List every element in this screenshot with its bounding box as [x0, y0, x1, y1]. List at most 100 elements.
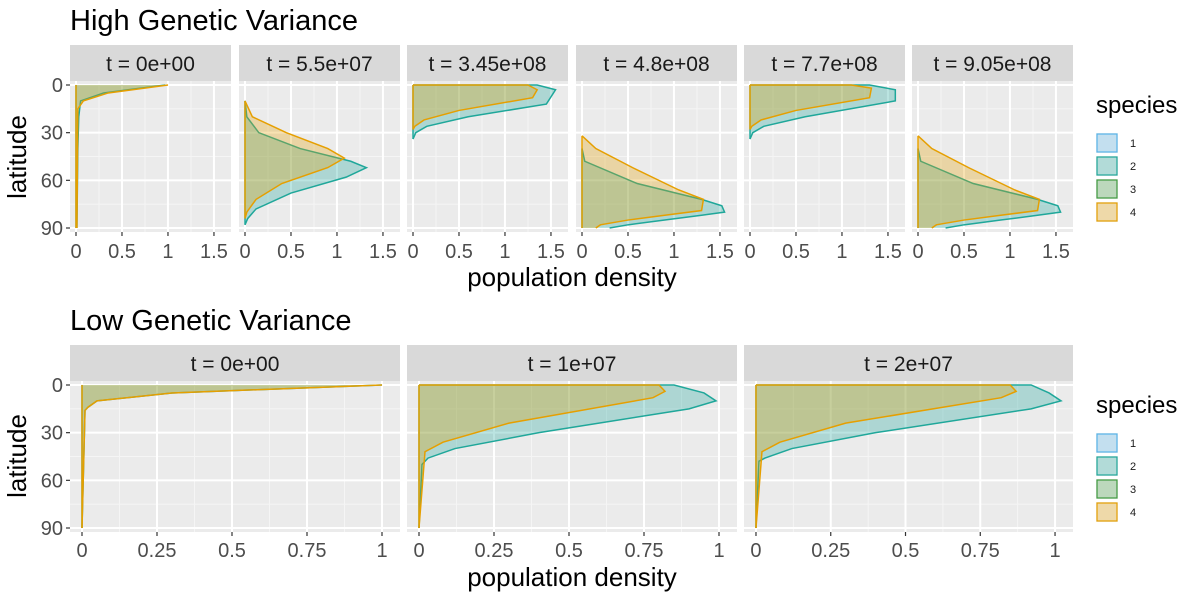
facet-panel: t = 3.45e+08 0 0.5 1 1.5 [407, 45, 568, 263]
density-area-species-2 [918, 148, 1061, 228]
x-tick-label: 0.25 [811, 540, 850, 562]
legend-label: 3 [1130, 484, 1136, 496]
x-tick-label: 0 [576, 241, 587, 263]
legend-label: 4 [1130, 507, 1136, 519]
legend-label: 4 [1130, 207, 1136, 219]
x-tick-label: 1.5 [706, 241, 734, 263]
legend-key-bg [1096, 479, 1118, 499]
facet-panel: t = 5.5e+07 0 0.5 1 1.5 [239, 45, 400, 263]
x-tick-label: 1.5 [1042, 241, 1070, 263]
x-tick-label: 1 [713, 540, 724, 562]
density-area-species-4 [582, 135, 704, 228]
legend-key-species-1 [1096, 133, 1118, 153]
x-tick-label: 0 [744, 241, 755, 263]
density-line-species-4 [418, 384, 667, 529]
legend-high: species 1 2 3 4 [1096, 92, 1177, 222]
facet-panel: t = 9.05e+08 0 0.5 1 1.5 [912, 45, 1073, 263]
density-line-species-2 [412, 84, 557, 140]
x-tick-label: 0 [407, 241, 418, 263]
density-area-species-4 [76, 85, 168, 228]
x-tick-label: 1.5 [200, 241, 228, 263]
facet-strip [407, 45, 568, 81]
chart-title-high: High Genetic Variance [70, 5, 358, 37]
legend-key-bg [1096, 202, 1118, 222]
x-tick-label: 0.5 [277, 241, 305, 263]
legend-label: 2 [1130, 161, 1136, 173]
legend-key-species-4 [1096, 502, 1118, 522]
facet-strip-label: t = 9.05e+08 [934, 53, 1052, 76]
x-tick-label: 1 [376, 540, 387, 562]
facet-panel: t = 0e+00 0 0.25 0.5 0.75 1 [70, 345, 400, 562]
density-line-species-2 [917, 148, 1062, 229]
x-tick-label: 1 [836, 241, 847, 263]
facet-panel: t = 2e+07 0 0.25 0.5 0.75 1 [744, 345, 1073, 562]
x-tick-label: 1 [499, 241, 510, 263]
x-tick-label: 0 [76, 540, 87, 562]
facet-strip-label: t = 4.8e+08 [603, 53, 709, 76]
y-tick-label: 60 [41, 170, 63, 192]
facet-panel: t = 1e+07 0 0.25 0.5 0.75 1 [407, 345, 737, 562]
facet-strip [407, 345, 737, 381]
x-tick-label: 0 [750, 540, 761, 562]
density-area-species-2 [245, 100, 367, 225]
legend-label: 1 [1130, 138, 1136, 150]
density-area-species-4 [918, 135, 1040, 228]
x-tick-label: 1 [1049, 540, 1060, 562]
legend-title: species [1096, 92, 1177, 119]
x-tick-label: 0.25 [138, 540, 177, 562]
density-line-species-4 [81, 384, 383, 529]
x-tick-label: 1.5 [537, 241, 565, 263]
density-line-species-2 [749, 84, 897, 140]
facet-strip-label: t = 2e+07 [864, 353, 953, 376]
facet-strip-label: t = 5.5e+07 [266, 53, 372, 76]
x-tick-label: 0.75 [961, 540, 1000, 562]
facet-strip [239, 45, 400, 81]
density-line-species-2 [244, 100, 369, 226]
facet-strip-label: t = 0e+00 [191, 353, 280, 376]
x-tick-label: 0.25 [475, 540, 514, 562]
x-tick-label: 1 [331, 241, 342, 263]
x-tick-label: 0 [70, 241, 81, 263]
facet-panel: t = 0e+00 0 0.5 1 1.5 [70, 45, 231, 263]
x-tick-label: 1 [668, 241, 679, 263]
y-tick-label: 0 [52, 75, 63, 97]
density-area-species-2 [750, 85, 896, 140]
x-tick-label: 0.5 [950, 241, 978, 263]
legend-key-species-3 [1096, 479, 1118, 499]
x-tick-label: 0 [239, 241, 250, 263]
y-axis-title-low: latitude [2, 414, 32, 498]
x-tick-label: 0.5 [614, 241, 642, 263]
legend-title: species [1096, 392, 1177, 419]
legend-key-species-4 [1096, 202, 1118, 222]
legend-key-bg [1096, 156, 1118, 176]
facet-strip-label: t = 0e+00 [106, 53, 195, 76]
facet-strip-label: t = 3.45e+08 [429, 53, 547, 76]
x-tick-label: 1.5 [874, 241, 902, 263]
chart-title-low: Low Genetic Variance [70, 305, 352, 337]
facet-strip [70, 345, 400, 381]
x-axis-title-low: population density [467, 562, 677, 592]
density-line-species-2 [581, 148, 726, 229]
x-tick-label: 0.5 [445, 241, 473, 263]
density-area-species-2 [419, 385, 716, 528]
facet-strip-label: t = 1e+07 [528, 353, 617, 376]
legend-key-bg [1096, 133, 1118, 153]
x-tick-label: 0 [413, 540, 424, 562]
x-tick-label: 0.5 [892, 540, 920, 562]
y-tick-label: 60 [41, 470, 63, 492]
facet-panel: t = 4.8e+08 0 0.5 1 1.5 [576, 45, 737, 263]
facet-strip [912, 45, 1073, 81]
y-tick-label: 90 [41, 518, 63, 540]
x-tick-label: 0.5 [218, 540, 246, 562]
x-axis-title-high: population density [467, 262, 677, 292]
legend-key-bg [1096, 179, 1118, 199]
x-tick-label: 0.5 [108, 241, 136, 263]
y-axis-title-high: latitude [2, 115, 32, 199]
facet-panel: t = 7.7e+08 0 0.5 1 1.5 [744, 45, 905, 263]
facet-strip-label: t = 7.7e+08 [771, 53, 877, 76]
legend-label: 2 [1130, 461, 1136, 473]
density-line-species-4 [76, 84, 169, 229]
legend-key-species-2 [1096, 156, 1118, 176]
x-tick-label: 0.75 [625, 540, 664, 562]
legend-key-species-3 [1096, 179, 1118, 199]
